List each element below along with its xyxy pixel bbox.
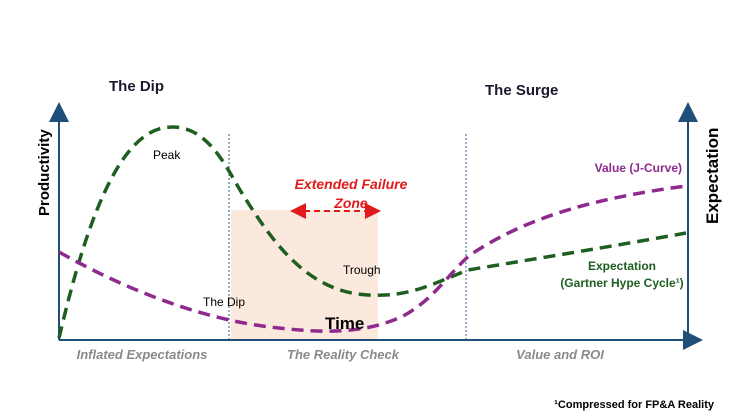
right-axis-label: Expectation <box>703 128 722 224</box>
failure-zone-title-line1: Extended Failure <box>295 176 408 192</box>
dip-label: The Dip <box>203 295 245 309</box>
peak-label: Peak <box>153 148 181 162</box>
expectation-label-line1: Expectation <box>588 259 656 273</box>
value-curve <box>58 184 687 333</box>
phase-label-reality-check: The Reality Check <box>287 347 400 362</box>
value-curve-label: Value (J-Curve) <box>595 161 682 175</box>
time-axis-label: Time <box>325 314 364 333</box>
title-the-dip: The Dip <box>109 78 164 95</box>
failure-zone-area <box>231 210 378 339</box>
failure-zone-title-line2: Zone <box>333 195 368 211</box>
phase-label-inflated-expectations: Inflated Expectations <box>77 347 208 362</box>
expectation-curve <box>57 125 687 339</box>
footnote: ¹Compressed for FP&A Reality <box>554 399 715 411</box>
trough-label: Trough <box>343 263 381 277</box>
left-axis-label: Productivity <box>36 129 53 216</box>
title-the-surge: The Surge <box>485 82 558 99</box>
expectation-label-line2: (Gartner Hype Cycle¹) <box>560 276 683 290</box>
phase-label-value-roi: Value and ROI <box>516 347 604 362</box>
